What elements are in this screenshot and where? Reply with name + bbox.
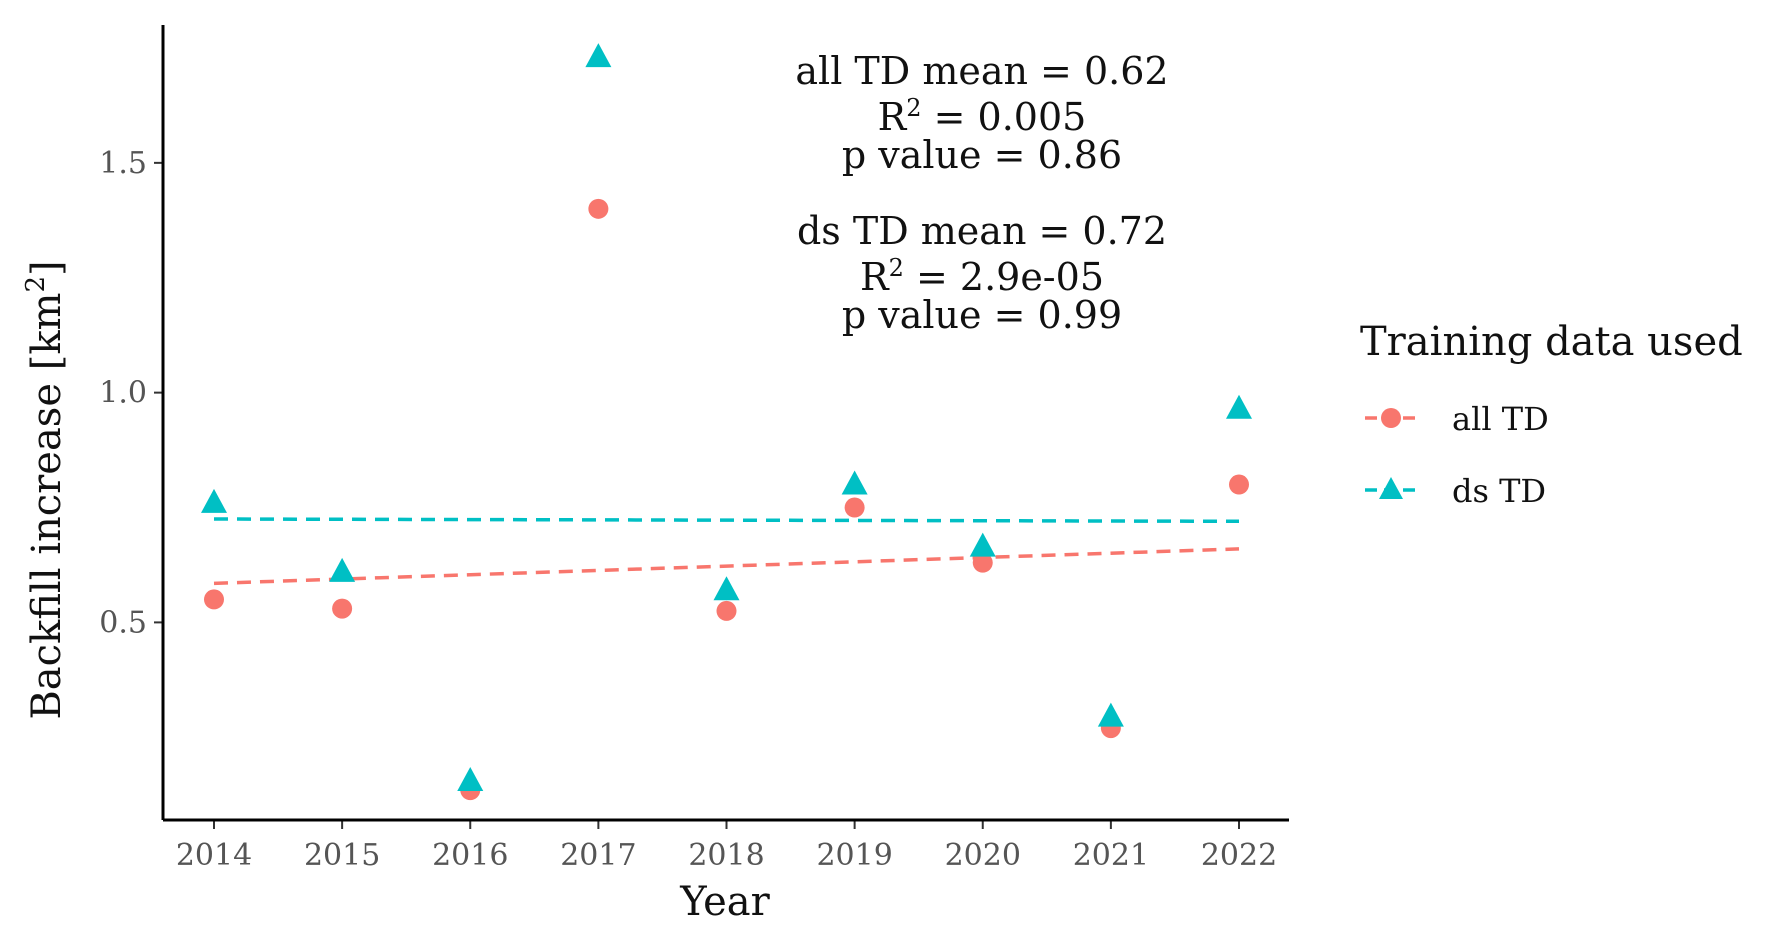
y-axis-ticks: 0.5 1.0 1.5 <box>99 146 163 640</box>
x-tick-label: 2019 <box>816 838 892 873</box>
x-tick-label: 2016 <box>432 838 508 873</box>
y-tick-label: 1.5 <box>99 146 147 181</box>
data-points <box>201 43 1252 801</box>
point-ds-td-2022 <box>1226 394 1252 419</box>
point-all-td-2020 <box>972 552 993 573</box>
legend-item-ds-td: ds TD <box>1365 472 1546 510</box>
point-all-td-2017 <box>588 198 609 219</box>
point-all-td-2019 <box>844 497 865 518</box>
y-tick-label: 1.0 <box>99 376 147 411</box>
legend-ds-td-marker <box>1379 477 1403 499</box>
annotation-ds-r2: R2 = 2.9e-05 <box>860 254 1104 299</box>
point-ds-td-2020 <box>969 532 996 557</box>
trend-line-all-td <box>213 547 1240 586</box>
x-tick-label: 2022 <box>1201 838 1277 873</box>
annotation-all-mean: all TD mean = 0.62 <box>795 49 1168 93</box>
x-axis-ticks: 2014 2015 2016 2017 2018 2019 2020 2021 2022 <box>176 820 1277 873</box>
x-tick-label: 2018 <box>688 838 764 873</box>
annotation-ds-mean: ds TD mean = 0.72 <box>797 209 1167 253</box>
legend-all-td-marker <box>1381 408 1401 428</box>
point-ds-td-2017 <box>585 43 612 68</box>
point-all-td-2014 <box>204 589 224 610</box>
x-axis-title: Year <box>679 879 770 925</box>
annotation-ds-p: p value = 0.99 <box>842 293 1122 337</box>
trend-lines <box>213 517 1240 586</box>
trend-line-ds-td <box>213 517 1240 524</box>
y-axis-title-sup: 2 <box>21 276 51 293</box>
legend-all-td-label: all TD <box>1452 400 1549 438</box>
annotation-all-td: all TD mean = 0.62 R2 = 0.005 p value = … <box>795 49 1168 177</box>
y-axis-title: Backfill increase [km2] <box>21 260 70 719</box>
point-all-td-2015 <box>332 598 353 619</box>
legend-ds-td-label: ds TD <box>1452 472 1546 510</box>
point-ds-td-2014 <box>201 488 227 513</box>
legend-item-all-td: all TD <box>1365 400 1549 438</box>
point-ds-td-2019 <box>841 470 868 495</box>
x-tick-label: 2020 <box>945 838 1021 873</box>
legend: Training data used all TD ds TD <box>1360 319 1743 510</box>
annotation-all-r2: R2 = 0.005 <box>878 94 1087 139</box>
annotation-all-p: p value = 0.86 <box>842 133 1122 177</box>
x-tick-label: 2017 <box>560 838 636 873</box>
point-ds-td-2018 <box>713 576 740 601</box>
point-all-td-2022 <box>1229 474 1249 495</box>
point-ds-td-2015 <box>329 557 356 582</box>
legend-title: Training data used <box>1360 319 1743 365</box>
x-tick-label: 2021 <box>1073 838 1149 873</box>
x-tick-label: 2014 <box>176 838 252 873</box>
annotation-ds-td: ds TD mean = 0.72 R2 = 2.9e-05 p value =… <box>797 209 1167 337</box>
point-all-td-2018 <box>716 600 737 621</box>
point-ds-td-2016 <box>457 766 484 791</box>
x-tick-label: 2015 <box>304 838 380 873</box>
y-tick-label: 0.5 <box>99 605 147 640</box>
point-ds-td-2021 <box>1097 702 1124 727</box>
